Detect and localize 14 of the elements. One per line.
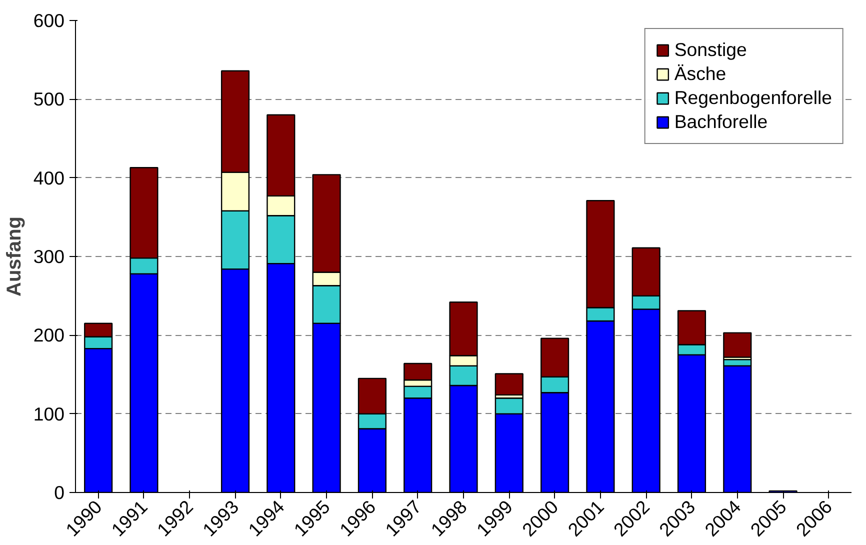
y-tick-label: 200 [33,324,65,346]
y-tick-label: 500 [33,88,65,110]
y-tick-label: 0 [54,482,65,503]
legend-label: Bachforelle [674,111,768,133]
bar [723,332,752,358]
y-tick-label: 100 [33,403,65,424]
y-tick-label: 600 [33,10,65,31]
legend-label: Regenbogenforelle [674,87,832,109]
legend-label: Sonstige [674,39,747,61]
y-tick-label: 400 [33,167,65,188]
bar [494,373,524,396]
y-tick-label: 300 [33,246,65,267]
legend-label: Äsche [674,63,726,85]
y-axis-title: Ausfang [3,216,26,296]
